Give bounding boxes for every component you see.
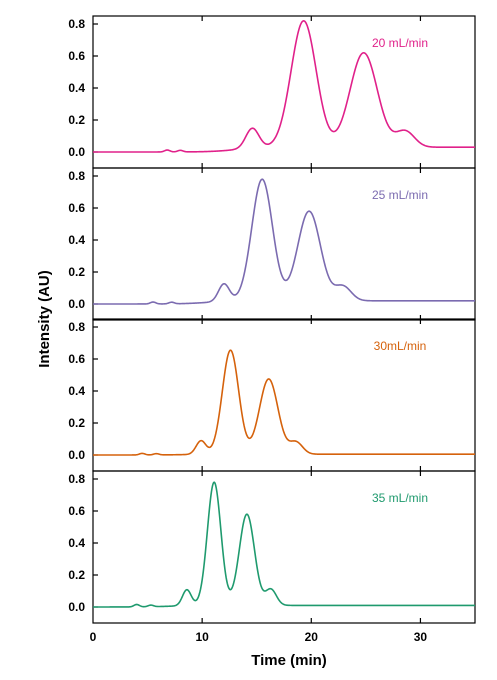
x-tick-label: 0 xyxy=(90,630,97,644)
x-tick-label: 30 xyxy=(414,630,428,644)
y-tick-label: 0.8 xyxy=(68,169,85,183)
series-line-1 xyxy=(93,20,475,153)
panel-2: 0.0 0.2 0.4 0.6 0.8 25 mL/min xyxy=(68,167,476,321)
series-line-2 xyxy=(93,178,475,305)
y-tick-label: 0.0 xyxy=(68,600,85,614)
panel-1: 0.0 0.2 0.4 0.6 0.8 20 mL/min xyxy=(68,15,476,169)
panel-frame xyxy=(92,470,476,624)
y-tick-label: 0.8 xyxy=(68,17,85,31)
y-tick-label: 0.4 xyxy=(68,233,85,247)
series-label: 25 mL/min xyxy=(372,188,428,202)
x-axis-title: Time (min) xyxy=(251,652,327,669)
y-tick-label: 0.0 xyxy=(68,145,85,159)
y-tick-label: 0.4 xyxy=(68,536,85,550)
series-line-3 xyxy=(93,349,475,456)
series-label: 30mL/min xyxy=(374,339,427,353)
panel-frame xyxy=(92,167,476,321)
y-tick-label: 0.2 xyxy=(68,113,85,127)
panels: 0.0 0.2 0.4 0.6 0.8 20 mL/min 0.0 0.2 0.4 0.6 0.8 2… xyxy=(68,15,476,644)
series-label: 20 mL/min xyxy=(372,36,428,50)
panel-4: 0.0 0.2 0.4 0.6 0.8 0 10 20 30 35 mL/min xyxy=(68,470,476,644)
y-tick-label: 0.6 xyxy=(68,201,85,215)
y-tick-label: 0.6 xyxy=(68,352,85,366)
y-tick-label: 0.4 xyxy=(68,81,85,95)
y-tick-label: 0.8 xyxy=(68,320,85,334)
y-tick-label: 0.0 xyxy=(68,297,85,311)
y-tick-label: 0.2 xyxy=(68,416,85,430)
y-tick-label: 0.4 xyxy=(68,384,85,398)
y-tick-label: 0.2 xyxy=(68,568,85,582)
y-tick-label: 0.0 xyxy=(68,448,85,462)
y-tick-label: 0.6 xyxy=(68,504,85,518)
x-tick-label: 20 xyxy=(305,630,319,644)
y-tick-label: 0.2 xyxy=(68,265,85,279)
panel-3: 0.0 0.2 0.4 0.6 0.8 30mL/min xyxy=(68,318,476,472)
series-line-4 xyxy=(93,481,475,608)
y-tick-label: 0.8 xyxy=(68,472,85,486)
x-tick-label: 10 xyxy=(195,630,209,644)
y-axis-title: Intensity (AU) xyxy=(36,270,53,368)
y-tick-label: 0.6 xyxy=(68,49,85,63)
series-label: 35 mL/min xyxy=(372,491,428,505)
